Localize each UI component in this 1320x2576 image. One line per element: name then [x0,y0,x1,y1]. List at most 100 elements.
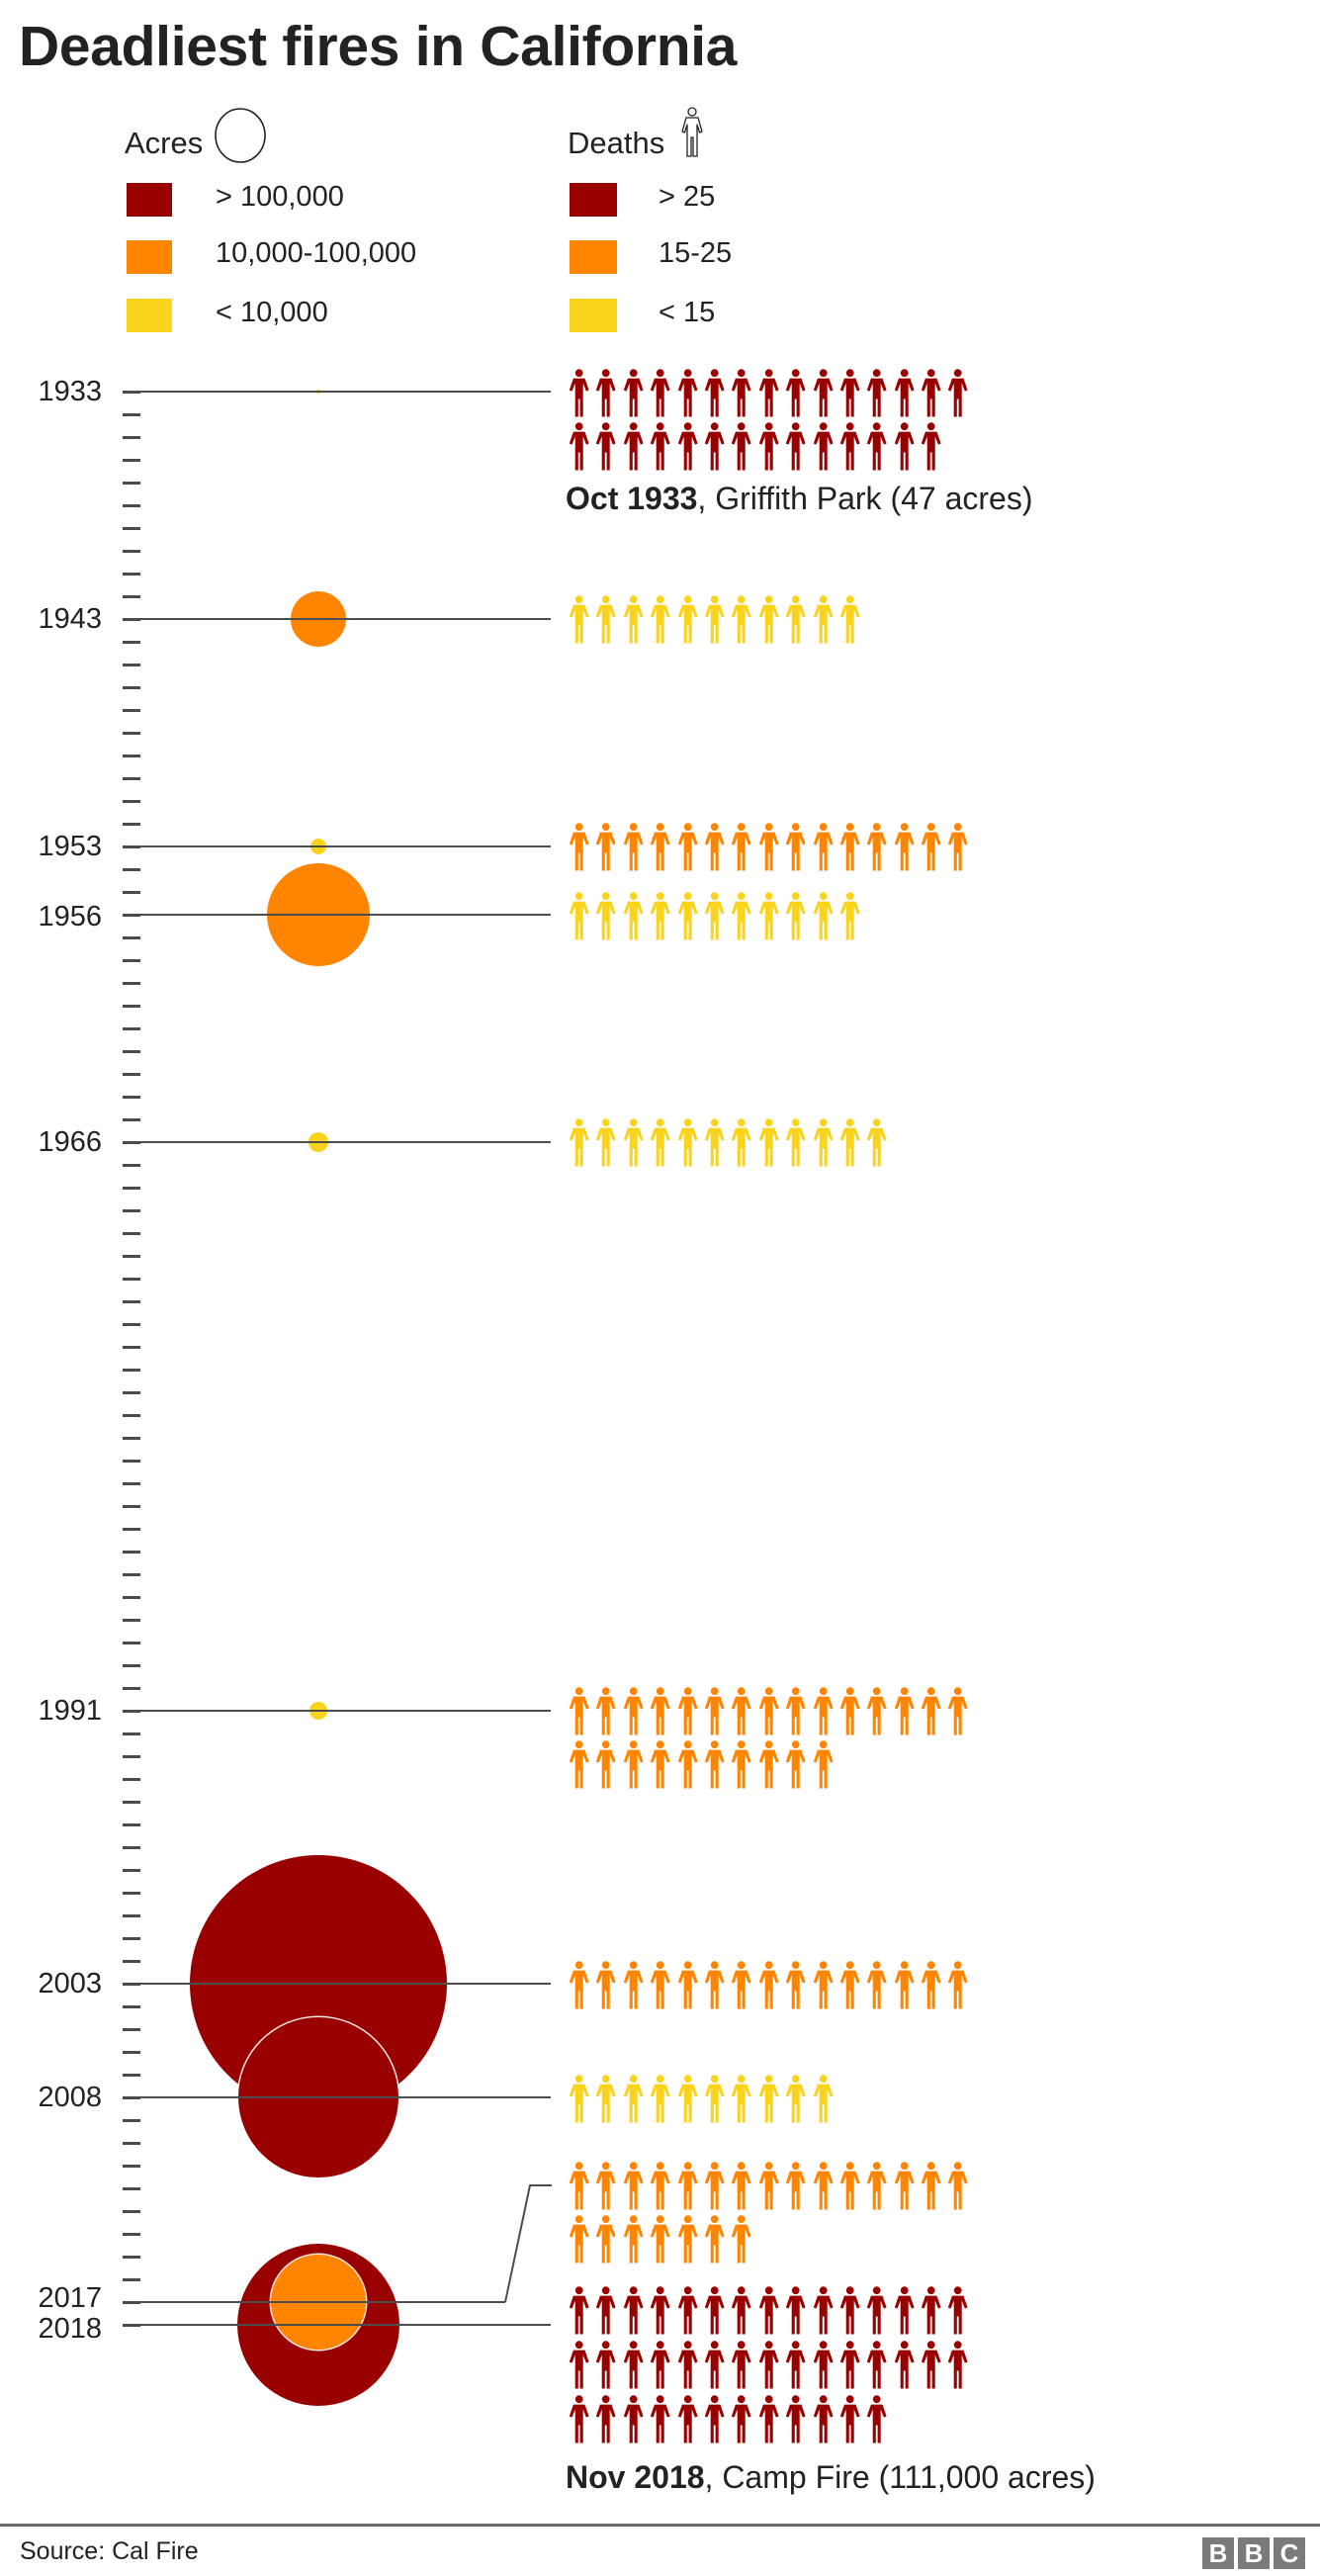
person-icon [704,2395,725,2443]
person-icon [732,1740,751,1789]
person-icon [677,595,698,644]
legend-label-deaths-low: < 15 [659,297,716,328]
person-icon [650,2341,670,2389]
deaths-row-1943 [566,595,863,645]
person-icon [596,1740,616,1789]
deaths-row-2018 [566,2341,972,2390]
axis-tick [123,1141,140,1144]
person-icon [596,595,616,644]
legend-swatch-acres-large [127,183,172,217]
person-icon [813,2341,834,2389]
person-icon [867,369,887,417]
axis-tick [123,1482,140,1485]
person-icon [732,1961,751,2009]
person-icon [704,1118,725,1167]
person-icon [785,1687,806,1735]
axis-tick [123,686,140,689]
person-icon [650,823,670,871]
person-icon [732,892,751,940]
person-icon [704,892,725,940]
axis-tick [123,1937,140,1940]
year-label-2017: 2017 [38,2282,102,2314]
person-icon [867,2395,887,2443]
person-icon [785,595,806,644]
deaths-row-2008 [566,2075,836,2124]
axis-tick [123,618,140,621]
person-icon [867,1687,887,1735]
person-icon [758,2075,779,2123]
person-icon [758,892,779,940]
person-icon [758,1687,779,1735]
person-icon [813,595,834,644]
person-icon [894,422,915,471]
person-icon [839,422,860,471]
person-icon [677,2286,698,2335]
person-icon [867,1961,887,2009]
person-icon [677,2215,698,2264]
year-label-1953: 1953 [38,831,102,862]
person-icon [677,1118,698,1167]
axis-tick [123,1209,140,1212]
year-line-2017 [140,2301,505,2303]
person-icon [839,2341,860,2389]
person-icon [785,2341,806,2389]
person-icon [813,369,834,417]
person-icon [894,1687,915,1735]
person-icon [569,1740,589,1789]
person-icon [839,595,860,644]
person-icon [569,422,589,471]
person-icon [650,2286,670,2335]
person-icon [650,369,670,417]
person-icon [894,2341,915,2389]
year-label-2008: 2008 [38,2082,102,2113]
axis-tick [123,641,140,644]
person-icon [921,2286,941,2335]
axis-tick [123,982,140,985]
deaths-row-1966 [566,1118,891,1168]
person-icon [813,2395,834,2443]
person-icon [921,369,941,417]
axis-tick [123,2119,140,2122]
person-icon [758,369,779,417]
person-icon [569,2286,589,2335]
axis-tick [123,1050,140,1053]
person-icon [785,2075,806,2123]
person-icon [569,369,589,417]
person-icon [732,1687,751,1735]
axis-tick [123,436,140,439]
axis-tick [123,1323,140,1326]
person-icon [894,369,915,417]
person-icon [704,422,725,471]
person-icon [677,823,698,871]
caption-griffith-park-detail: , Griffith Park (47 acres) [697,481,1033,516]
person-icon [596,1961,616,2009]
person-icon [785,823,806,871]
axis-tick [123,2051,140,2054]
year-label-1956: 1956 [38,901,102,933]
axis-tick [123,1732,140,1735]
person-icon [758,1961,779,2009]
axis-tick [123,1460,140,1463]
person-icon [650,2395,670,2443]
axis-tick [123,527,140,530]
person-icon [569,2395,589,2443]
person-icon [623,1118,644,1167]
person-icon [596,2286,616,2335]
person-icon [677,2341,698,2389]
person-icon [921,2341,941,2389]
legend-label-acres-medium: 10,000-100,000 [216,237,417,269]
axis-tick [123,1596,140,1599]
legend-swatch-deaths-low [570,299,617,332]
legend-swatch-acres-small [127,299,172,332]
legend-deaths-heading: Deaths [568,126,665,160]
axis-tick [123,504,140,507]
person-icon [813,823,834,871]
person-icon [732,2075,751,2123]
person-icon [596,2162,616,2210]
person-icon [758,2162,779,2210]
axis-tick [123,1005,140,1008]
person-icon [948,1961,969,2009]
axis-tick [123,413,140,416]
person-icon [596,823,616,871]
